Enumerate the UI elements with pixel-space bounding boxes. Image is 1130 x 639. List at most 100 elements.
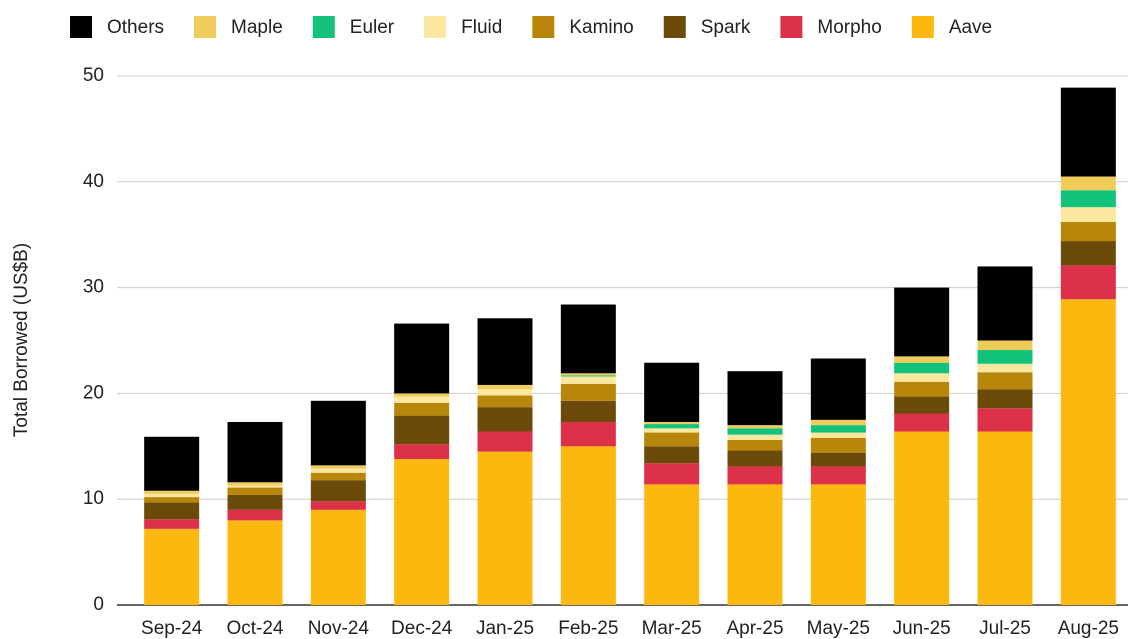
y-tick-label: 10 xyxy=(83,488,104,509)
bar-segment xyxy=(560,400,616,422)
legend-label: Spark xyxy=(701,17,751,38)
bar-segment xyxy=(727,371,783,426)
bar-segment xyxy=(977,389,1033,409)
bar-segment xyxy=(310,465,366,469)
bar-segment xyxy=(644,432,700,447)
legend-swatch xyxy=(194,16,217,38)
x-tick-label: May-25 xyxy=(807,618,870,639)
bar-segment xyxy=(560,383,616,401)
bar-segment xyxy=(144,528,200,605)
bar-segment xyxy=(560,376,616,384)
bar-segment xyxy=(1060,87,1116,177)
legend-label: Aave xyxy=(949,17,992,38)
bar-segment xyxy=(894,362,950,374)
x-tick-label: Jun-25 xyxy=(893,618,951,639)
bar-segment xyxy=(894,381,950,397)
bar-segment xyxy=(1060,207,1116,223)
bar-segment xyxy=(227,487,283,495)
bar-segment xyxy=(310,480,366,502)
bar-segment xyxy=(727,466,783,485)
bar-segment xyxy=(477,384,533,390)
bar-segment xyxy=(310,509,366,605)
bar-segment xyxy=(1060,176,1116,191)
bar-segment xyxy=(727,425,783,429)
bar-segment xyxy=(810,358,866,420)
bar-segment xyxy=(644,424,700,429)
bar-segment xyxy=(894,431,950,605)
x-tick-label: Dec-24 xyxy=(391,618,453,639)
bar-segment xyxy=(977,363,1033,373)
bar-segment xyxy=(727,428,783,435)
bar-segment xyxy=(1060,222,1116,242)
bar-segment xyxy=(810,432,866,438)
bar-segment xyxy=(977,431,1033,605)
y-tick-label: 0 xyxy=(93,594,104,615)
bar-segment xyxy=(810,419,866,426)
bar-segment xyxy=(894,373,950,382)
bar-segment xyxy=(394,444,450,459)
bar-segment xyxy=(227,482,283,486)
bar-segment xyxy=(810,437,866,453)
x-tick-label: Feb-25 xyxy=(558,618,618,639)
bar-segment xyxy=(977,266,1033,341)
bar-segment xyxy=(1060,265,1116,300)
x-tick-label: Nov-24 xyxy=(308,618,370,639)
bar-segment xyxy=(810,466,866,485)
bar-segment xyxy=(477,395,533,408)
bar-segment xyxy=(977,350,1033,364)
bar-segment xyxy=(310,400,366,466)
bar-segment xyxy=(227,485,283,488)
bar-segment xyxy=(810,452,866,467)
bar-segment xyxy=(644,362,700,422)
bar-segment xyxy=(144,490,200,494)
y-tick-label: 30 xyxy=(83,277,104,298)
legend-label: Fluid xyxy=(461,17,502,38)
bar-segment xyxy=(810,484,866,605)
bar-segment xyxy=(1060,241,1116,266)
legend-swatch xyxy=(780,16,803,38)
bar-segment xyxy=(394,458,450,605)
legend-swatch xyxy=(663,16,686,38)
bar-segment xyxy=(394,393,450,397)
bar-segment xyxy=(310,501,366,510)
bar-segment xyxy=(560,304,616,374)
bar-segment xyxy=(144,497,200,503)
y-tick-label: 20 xyxy=(83,382,104,403)
bar-segment xyxy=(810,425,866,433)
y-tick-label: 40 xyxy=(83,171,104,192)
bar-segment xyxy=(727,439,783,451)
legend-swatch xyxy=(70,16,92,38)
bar-segment xyxy=(977,340,1033,351)
bar-segment xyxy=(144,436,200,491)
bar-segment xyxy=(560,446,616,605)
legend-swatch xyxy=(911,16,934,38)
bar-segment xyxy=(894,287,950,357)
bar-segment xyxy=(310,468,366,473)
x-tick-label: Aug-25 xyxy=(1058,618,1119,639)
x-tick-label: Apr-25 xyxy=(726,618,783,639)
bar-segment xyxy=(727,450,783,467)
legend-label: Maple xyxy=(231,17,283,38)
legend-swatch xyxy=(424,16,447,38)
bar-segment xyxy=(894,413,950,432)
bar-segment xyxy=(560,421,616,447)
y-tick-label: 50 xyxy=(83,65,104,86)
y-axis-title: Total Borrowed (US$B) xyxy=(11,243,32,437)
bar-segment xyxy=(977,372,1033,390)
bar-segment xyxy=(644,421,700,425)
bar-segment xyxy=(227,421,283,483)
bar-segment xyxy=(1060,190,1116,208)
bar-segment xyxy=(727,484,783,605)
bar-segment xyxy=(394,402,450,416)
legend-label: Others xyxy=(107,17,164,38)
x-tick-label: Jul-25 xyxy=(979,618,1031,639)
bar-segment xyxy=(227,509,283,521)
bar-segment xyxy=(394,396,450,403)
bar-segment xyxy=(144,519,200,529)
bar-segment xyxy=(394,415,450,445)
legend-swatch xyxy=(532,16,555,38)
legend-label: Euler xyxy=(350,17,395,38)
legend-label: Morpho xyxy=(817,17,881,38)
bar-segment xyxy=(477,407,533,432)
